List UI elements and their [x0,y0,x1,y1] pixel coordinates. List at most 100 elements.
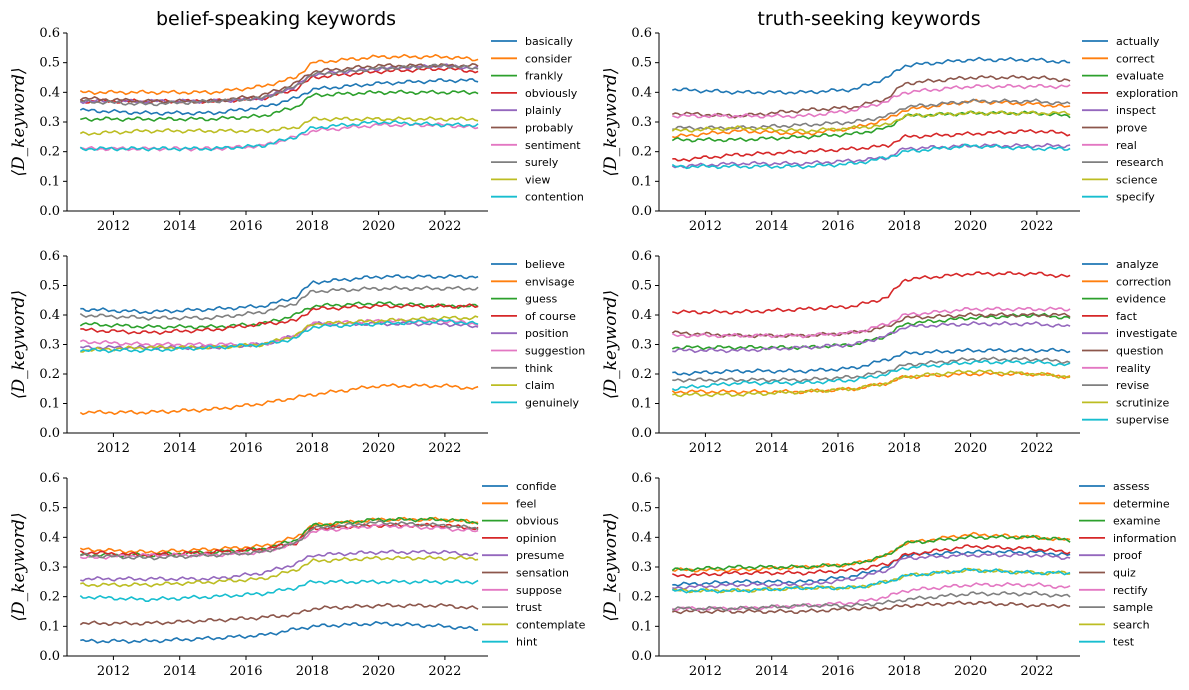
series-line-examine [671,534,1071,573]
y-tick-label: 0.1 [39,174,60,189]
legend: confide feel obvious opinion presume sensatio… [482,480,586,649]
series-line-confide [80,620,479,644]
legend-entry: correct [1116,52,1155,65]
y-tick-label: 0.5 [631,56,652,71]
series-line-view [79,116,479,136]
legend: actually correct evaluate exploration inspec… [1082,35,1178,204]
legend: believe envisage guess of course position sug… [491,258,585,409]
y-tick-label: 0.2 [631,145,652,160]
legend-entry: assess [1113,480,1150,493]
x-tick-label: 2020 [954,664,987,679]
series-line-sentiment [80,122,479,152]
y-tick-label: 0.4 [39,85,60,100]
panel-4: 0.0 0.1 0.2 0.3 0.4 0.5 0.6 2012 2014 2016 2018 202… [601,249,1177,456]
series-line-inspect [671,142,1071,169]
x-tick-label: 2014 [755,441,788,456]
legend-entry: confide [516,480,557,493]
legend-entry: position [525,327,569,340]
legend-entry: evidence [1116,293,1166,306]
panel-6: 0.0 0.1 0.2 0.3 0.4 0.5 0.6 2012 2014 2016 2018 202… [601,471,1177,679]
series-line-genuinely [79,318,479,354]
legend-entry: basically [525,35,573,48]
series-line-actually [672,56,1071,95]
x-tick-label: 2014 [163,219,196,234]
legend-entry: plainly [525,104,562,117]
y-tick-label: 0.2 [631,590,652,605]
series-line-think [79,285,479,321]
panel-3: 0.0 0.1 0.2 0.3 0.4 0.5 0.6 2012 2014 2016 2018 202… [9,249,585,456]
series-line-reality [671,306,1071,339]
series-line-consider [79,53,479,96]
legend-entry: rectify [1113,584,1148,597]
series-line-correct [672,98,1071,139]
series-line-exploration [672,129,1071,162]
x-tick-label: 2022 [1020,219,1053,234]
series-line-information [671,544,1071,578]
x-tick-label: 2022 [428,441,461,456]
legend-entry: opinion [516,532,557,545]
legend-entry: real [1116,139,1137,152]
y-tick-label: 0.2 [39,367,60,382]
legend-entry: feel [516,497,536,510]
y-tick-label: 0.4 [39,308,60,323]
series-line-proof [672,552,1071,591]
series-line-trust [80,520,479,561]
x-tick-label: 2020 [954,441,987,456]
x-tick-label: 2018 [888,441,921,456]
y-tick-label: 0.2 [39,145,60,160]
series-line-suppose [80,522,479,560]
legend-entry: supervise [1116,414,1169,427]
legend-entry: think [525,362,553,375]
y-tick-label: 0.6 [39,249,60,264]
y-tick-label: 0.4 [631,85,652,100]
y-tick-label: 0.4 [631,308,652,323]
series-line-rectify [671,581,1071,612]
series-line-position [80,320,479,351]
legend-entry: contention [525,191,584,204]
y-tick-label: 0.4 [631,530,652,545]
x-tick-label: 2020 [362,664,395,679]
legend-entry: consider [525,52,572,65]
x-tick-label: 2022 [1020,441,1053,456]
x-tick-label: 2016 [229,664,262,679]
series-line-obviously [80,66,479,104]
legend-entry: revise [1116,379,1149,392]
legend-entry: fact [1116,310,1138,323]
legend-entry: suggestion [525,345,585,358]
legend-entry: actually [1116,35,1160,48]
series-line-frankly [80,89,479,122]
y-tick-label: 0.1 [631,397,652,412]
legend: analyze correction evidence fact investigate… [1082,258,1177,427]
series-line-assess [672,549,1071,587]
x-tick-label: 2014 [163,441,196,456]
legend: assess determine examine information proof qu… [1079,480,1177,649]
y-tick-label: 0.1 [39,619,60,634]
y-tick-label: 0.0 [39,649,60,664]
x-tick-label: 2012 [97,664,130,679]
y-tick-label: 0.5 [39,501,60,516]
series-line-scrutinize [672,369,1071,398]
legend: basically consider frankly obviously plainly… [491,35,584,204]
legend-entry: suppose [516,584,562,597]
axis-spines [658,33,1080,212]
y-tick-label: 0.0 [631,204,652,219]
x-tick-label: 2018 [296,664,329,679]
y-tick-label: 0.3 [631,560,652,575]
x-tick-label: 2020 [362,441,395,456]
y-axis-label: ⟨D_keyword⟩ [601,290,621,399]
y-tick-label: 0.3 [631,338,652,353]
x-tick-label: 2012 [689,219,722,234]
legend-entry: reality [1116,362,1151,375]
column-title-belief: belief-speaking keywords [156,8,396,30]
legend-entry: inspect [1116,104,1157,117]
y-tick-label: 0.6 [39,26,60,41]
legend-entry: frankly [525,70,564,83]
legend-entry: question [1116,345,1164,358]
series-line-contemplate [80,555,479,588]
series-line-envisage [79,383,479,416]
y-tick-label: 0.0 [631,649,652,664]
legend-entry: envisage [525,275,575,288]
y-tick-label: 0.0 [39,426,60,441]
y-tick-label: 0.6 [39,471,60,486]
